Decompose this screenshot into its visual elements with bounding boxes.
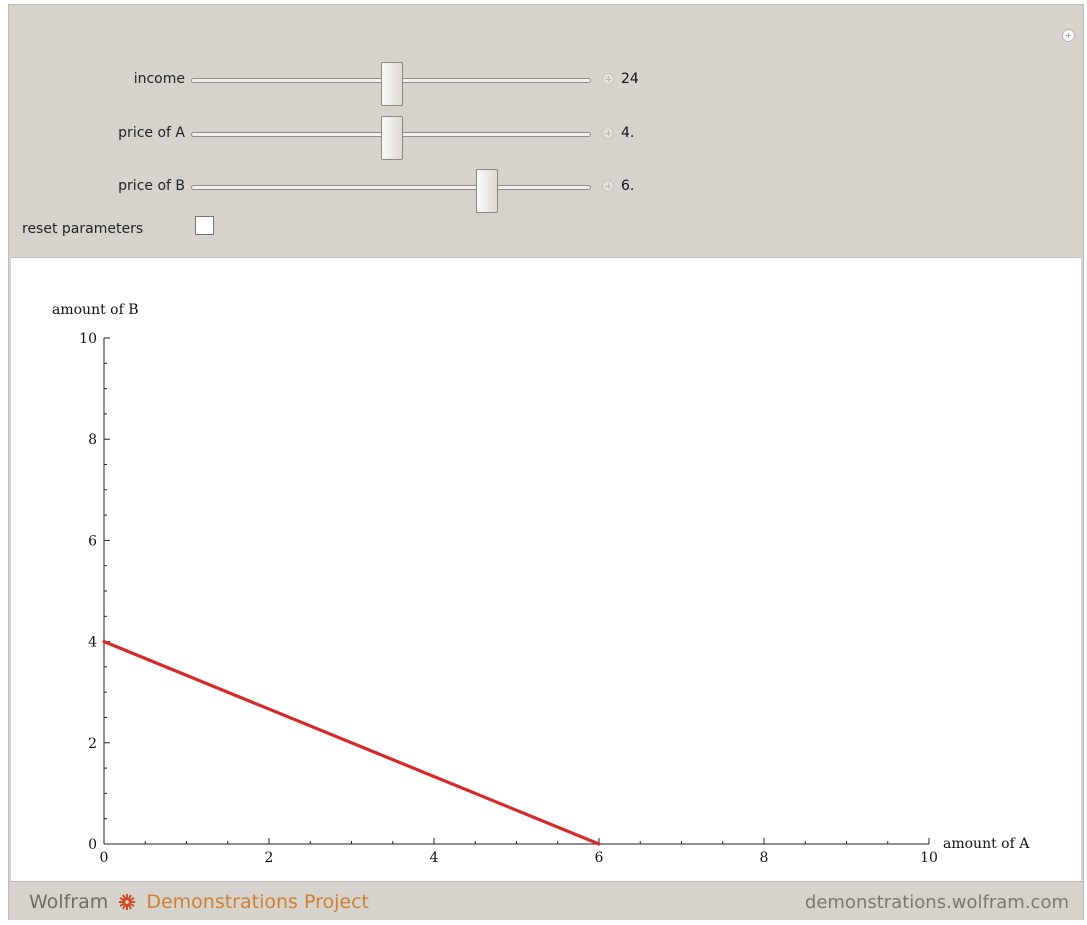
y-tick-label: 0 [88,837,97,853]
x-tick-label: 2 [265,850,274,866]
x-tick-label: 4 [430,850,439,866]
price-a-value: 4. [621,125,635,141]
income-value: 24 [621,71,639,87]
price-b-plus-icon[interactable] [602,180,614,192]
x-tick-label: 0 [100,850,109,866]
budget-line [102,640,601,846]
income-slider[interactable] [191,62,591,106]
reset-parameters-label: reset parameters [22,221,144,237]
price-b-label: price of B [118,178,185,194]
price-a-label: price of A [118,125,185,141]
budget-line-chart: 0 2 4 6 8 10 0 2 4 6 8 10 amount of A amount of B [52,302,1030,866]
demonstration-frame: income 24 price of A 4. price of B 6. re… [8,4,1084,920]
x-tick-label: 8 [760,850,769,866]
footer: Wolfram Demonstrations Project demonstra… [9,881,1083,920]
y-tick-label: 8 [88,432,97,448]
spikey-gear-icon [119,893,136,911]
plot-area: 0 2 4 6 8 10 0 2 4 6 8 10 amount of A amount of B [11,257,1081,882]
brand-logo[interactable]: Wolfram Demonstrations Project [29,891,369,913]
income-control: income 24 [9,62,709,106]
expand-plus-icon[interactable] [1062,29,1075,42]
price-a-slider-thumb[interactable] [381,116,403,160]
y-tick-label: 4 [88,635,97,651]
income-slider-thumb[interactable] [381,62,403,106]
price-b-value: 6. [621,178,635,194]
y-tick-label: 2 [88,736,97,752]
price-b-slider-thumb[interactable] [475,169,498,213]
x-tick-label: 10 [920,850,938,866]
x-tick-label: 6 [595,850,604,866]
income-plus-icon[interactable] [602,73,614,85]
price-b-slider[interactable] [191,169,591,213]
price-a-slider[interactable] [191,116,591,160]
y-tick-label: 10 [79,331,97,347]
x-axis-label: amount of A [943,836,1030,852]
price-a-control: price of A 4. [9,116,709,160]
y-tick-label: 6 [88,533,97,549]
brand-project: Demonstrations Project [146,891,369,913]
reset-parameters-checkbox[interactable] [195,216,214,235]
price-b-control: price of B 6. [9,169,709,213]
y-axis-label: amount of B [52,302,139,318]
income-label: income [133,71,185,87]
price-a-plus-icon[interactable] [602,127,614,139]
brand-wolfram: Wolfram [29,891,109,913]
site-link[interactable]: demonstrations.wolfram.com [804,892,1069,913]
